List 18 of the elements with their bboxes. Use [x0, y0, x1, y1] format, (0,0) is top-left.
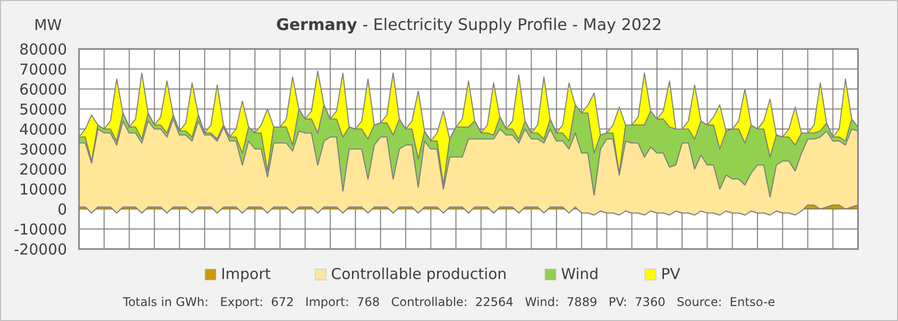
y-tick-label: 20000 — [19, 160, 67, 178]
y-tick-label: 40000 — [19, 120, 67, 138]
y-tick-label: 30000 — [19, 140, 67, 158]
y-tick-label: -20000 — [14, 240, 67, 258]
legend-label: Wind — [561, 265, 599, 283]
y-tick-label: 10000 — [19, 180, 67, 198]
y-tick-label: -10000 — [14, 220, 67, 238]
y-tick-label: 60000 — [19, 80, 67, 98]
y-tick-label: 70000 — [19, 60, 67, 78]
y-tick-label: 0 — [57, 200, 67, 218]
legend-label: PV — [661, 265, 682, 283]
legend-label: Controllable production — [331, 265, 507, 283]
chart-title: Germany - Electricity Supply Profile - May 2022 — [276, 15, 662, 34]
y-tick-label: 50000 — [19, 100, 67, 118]
y-axis-title: MW — [34, 16, 62, 34]
y-tick-label: 80000 — [19, 40, 67, 58]
legend-label: Import — [221, 265, 271, 283]
text: Totals in GWh: Export: 672 Import: 768 Controllable: 22564 Wind: 7889 PV: 7360 Source: Entso-e — [122, 295, 776, 309]
